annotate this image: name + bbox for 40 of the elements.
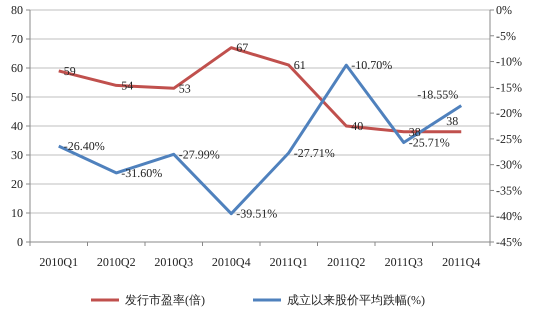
legend-label: 发行市盈率(倍) — [125, 293, 205, 307]
data-label: -31.60% — [121, 166, 162, 180]
x-tick-label: 2011Q3 — [384, 255, 423, 269]
data-label: 54 — [121, 78, 134, 92]
y-tick-label: 50 — [11, 90, 23, 104]
y2-tick-label: -5% — [496, 28, 516, 43]
y-tick-label: 60 — [11, 61, 23, 75]
data-label: 61 — [294, 58, 306, 72]
x-tick-label: 2011Q1 — [270, 255, 308, 269]
y-tick-label: 0 — [17, 235, 23, 249]
y2-tick-label: -15% — [496, 80, 522, 94]
y-tick-label: 20 — [11, 177, 23, 191]
data-label: 53 — [178, 81, 191, 96]
y2-tick-label: -45% — [496, 235, 522, 249]
y-tick-label: 10 — [11, 206, 23, 220]
y-tick-label: 80 — [11, 3, 23, 17]
x-tick-label: 2011Q2 — [327, 255, 366, 269]
x-tick-label: 2010Q3 — [154, 255, 194, 269]
legend-label: 成立以来股价平均跌幅(%) — [287, 293, 425, 307]
y-tick-label: 30 — [11, 148, 23, 162]
x-tick-label: 2010Q2 — [96, 255, 136, 269]
data-label: -27.99% — [178, 147, 220, 162]
data-label: -10.70% — [351, 58, 392, 72]
y2-tick-label: -20% — [496, 106, 522, 120]
y-tick-label: 70 — [11, 32, 23, 46]
y2-tick-label: -30% — [496, 158, 522, 172]
data-label: -39.51% — [236, 206, 278, 221]
y2-tick-label: -25% — [496, 132, 522, 146]
x-tick-label: 2011Q4 — [442, 255, 480, 269]
data-label: -27.71% — [294, 146, 335, 160]
data-label: 38 — [446, 114, 458, 128]
data-label: -18.55% — [417, 88, 458, 102]
y-tick-label: 40 — [11, 119, 23, 133]
x-tick-label: 2010Q1 — [39, 255, 78, 269]
y2-tick-label: -40% — [496, 209, 522, 224]
y2-tick-label: 0% — [496, 3, 512, 17]
y2-tick-label: -10% — [496, 54, 522, 69]
x-tick-label: 2010Q4 — [212, 255, 251, 269]
data-label: -26.40% — [64, 139, 105, 154]
y2-tick-label: -35% — [496, 183, 522, 198]
